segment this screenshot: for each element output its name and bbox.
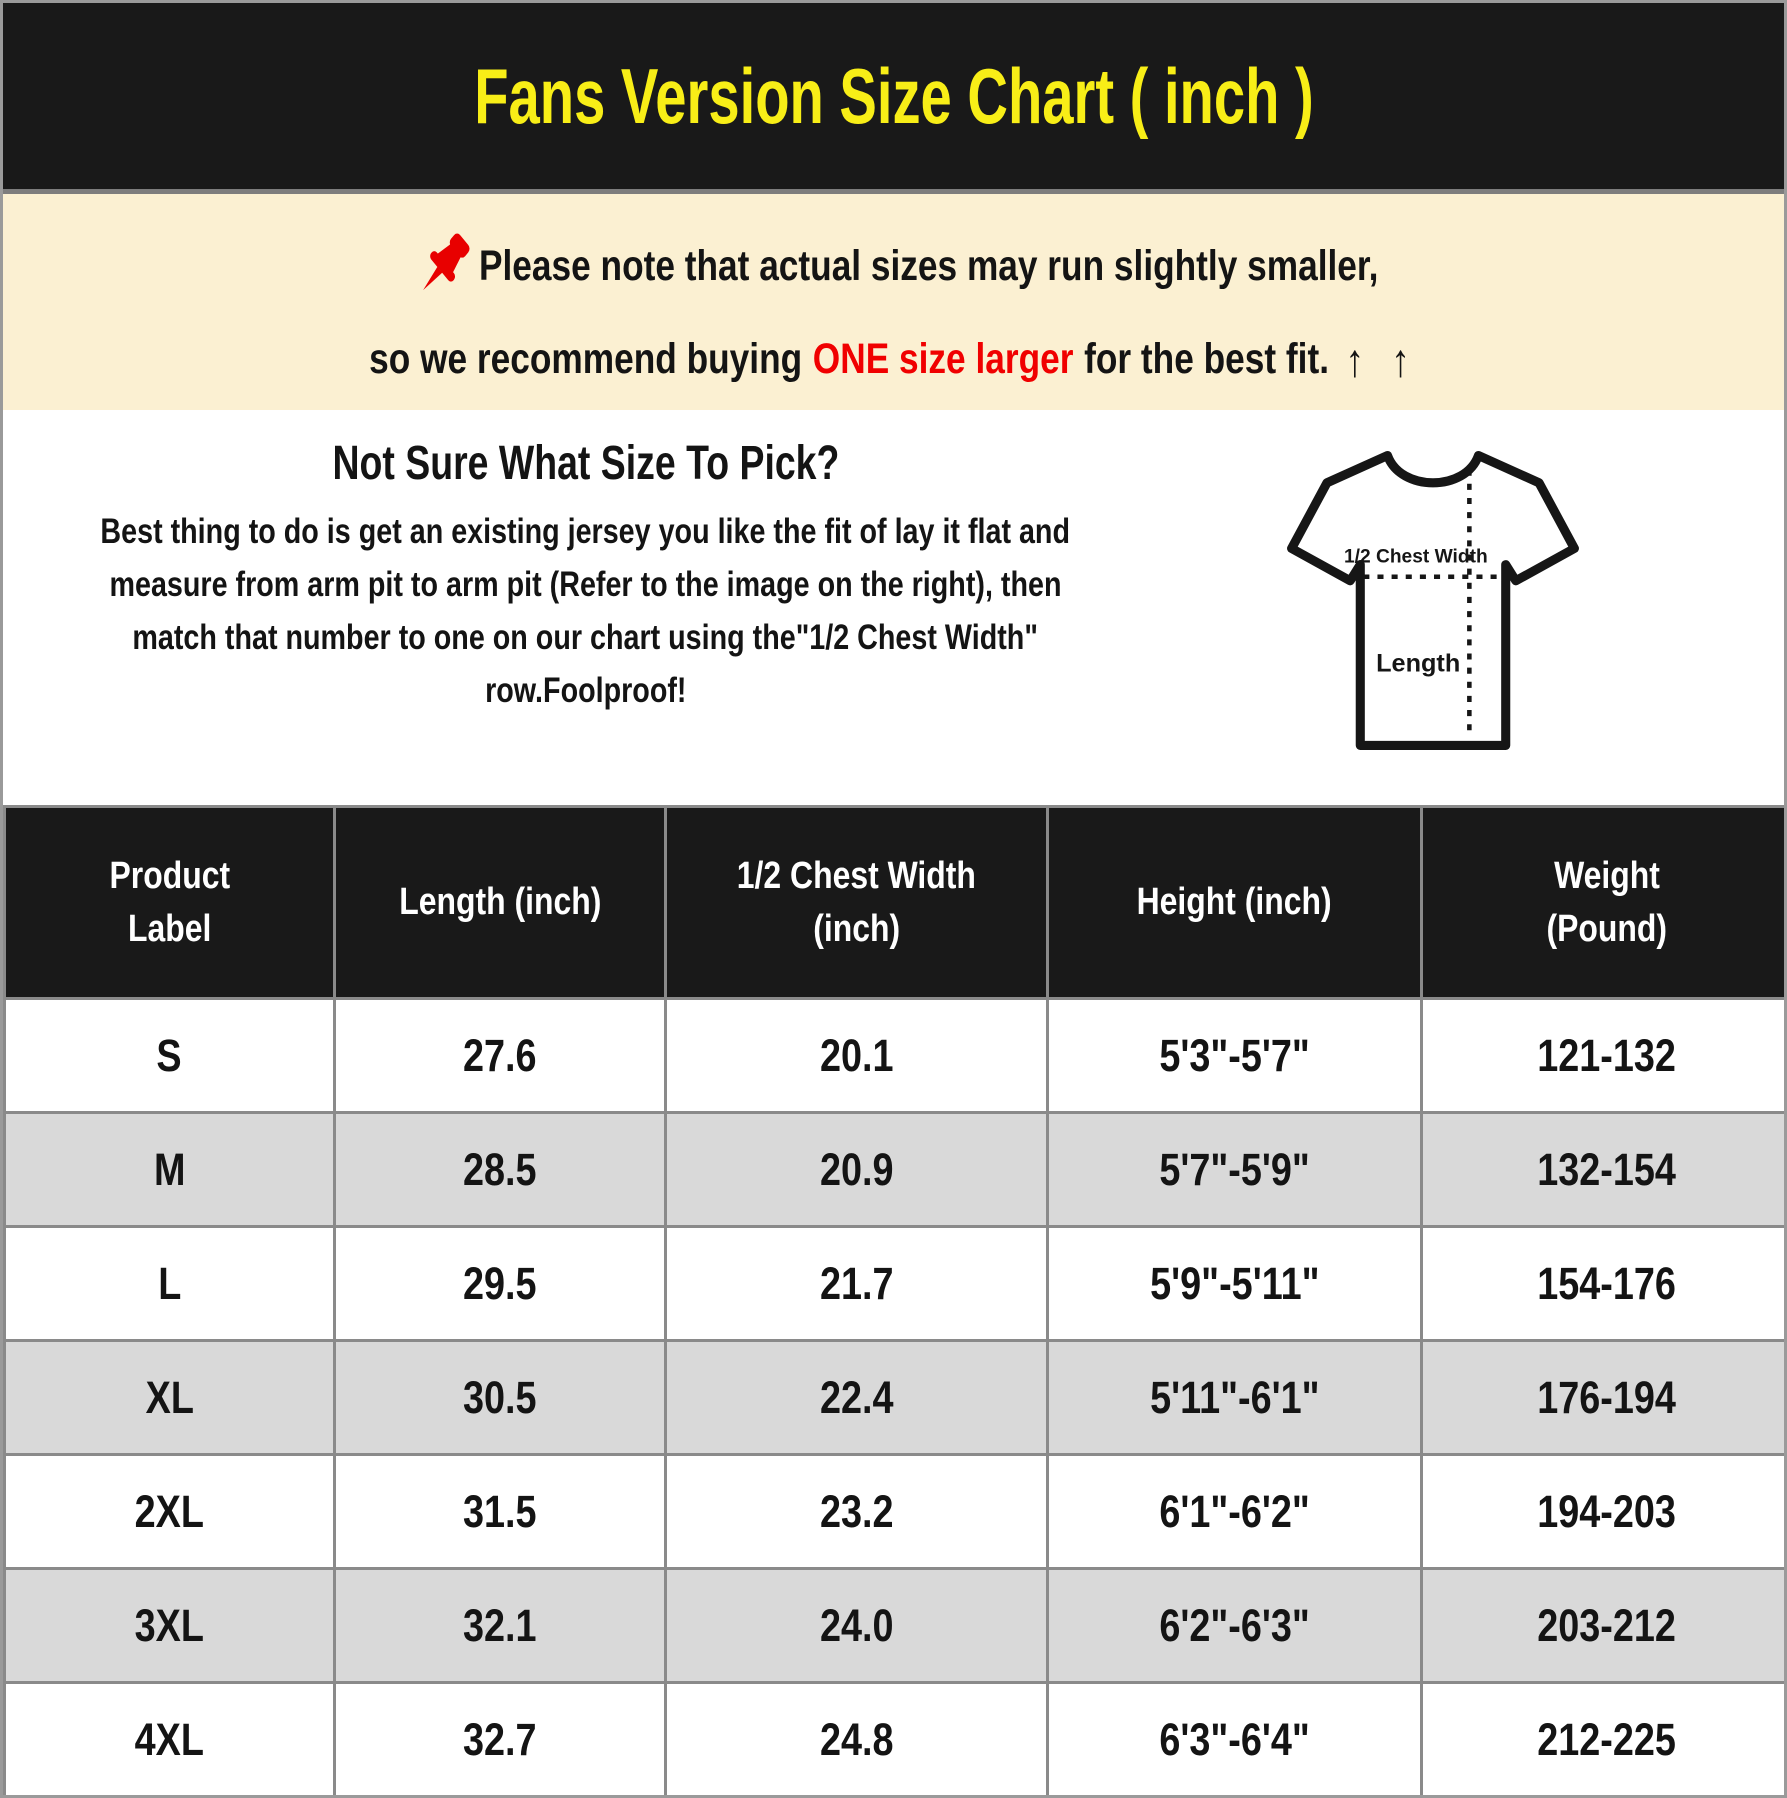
page-title: Fans Version Size Chart ( inch )	[473, 51, 1314, 140]
title-bar: Fans Version Size Chart ( inch )	[3, 3, 1784, 194]
table-row-l: L 29.5 21.7 5'9"-5'11" 154-176	[3, 1225, 1784, 1342]
cell-chest: 22.4	[664, 1339, 1049, 1456]
cell-height: 5'7"-5'9"	[1046, 1111, 1423, 1228]
cell-length: 32.7	[333, 1681, 667, 1795]
table-row-xl: XL 30.5 22.4 5'11"-6'1" 176-194	[3, 1339, 1784, 1456]
guide-line: Best thing to do is get an existing jers…	[100, 511, 1071, 551]
col-header-weight: Weight (Pound)	[1420, 805, 1784, 1000]
size-table: Product Label Length (inch) 1/2 Chest Wi…	[3, 805, 1784, 1795]
cell-chest: 24.8	[664, 1681, 1049, 1795]
notice-text-2-prefix: so we recommend buying	[368, 335, 802, 384]
guide-line: measure from arm pit to arm pit (Refer t…	[109, 564, 1062, 604]
notice-banner: Please note that actual sizes may run sl…	[3, 194, 1784, 422]
cell-weight: 176-194	[1420, 1339, 1784, 1456]
cell-length: 28.5	[333, 1111, 667, 1228]
cell-weight: 132-154	[1420, 1111, 1784, 1228]
sizing-guide-text: Not Sure What Size To Pick? Best thing t…	[3, 420, 1168, 717]
table-row-s: S 27.6 20.1 5'3"-5'7" 121-132	[3, 997, 1784, 1114]
notice-highlight: ONE size larger	[812, 335, 1074, 384]
cell-weight: 212-225	[1420, 1681, 1784, 1795]
guide-line: match that number to one on our chart us…	[132, 617, 1039, 657]
chest-width-label: 1/2 Chest Width	[1344, 547, 1488, 568]
cell-length: 30.5	[333, 1339, 667, 1456]
cell-size: 3XL	[3, 1567, 336, 1684]
table-row-4xl: 4XL 32.7 24.8 6'3"-6'4" 212-225	[3, 1681, 1784, 1795]
tshirt-measure-diagram: 1/2 Chest Width Length	[1231, 418, 1635, 790]
length-label: Length	[1376, 650, 1460, 678]
guide-heading: Not Sure What Size To Pick?	[332, 437, 839, 490]
cell-chest: 21.7	[664, 1225, 1049, 1342]
table-row-m: M 28.5 20.9 5'7"-5'9" 132-154	[3, 1111, 1784, 1228]
cell-size: S	[3, 997, 336, 1114]
cell-length: 29.5	[333, 1225, 667, 1342]
cell-length: 32.1	[333, 1567, 667, 1684]
col-header-height: Height (inch)	[1046, 805, 1423, 1000]
cell-size: 4XL	[3, 1681, 336, 1795]
table-header-row: Product Label Length (inch) 1/2 Chest Wi…	[3, 805, 1784, 1000]
table-row-3xl: 3XL 32.1 24.0 6'2"-6'3" 203-212	[3, 1567, 1784, 1684]
cell-height: 5'11"-6'1"	[1046, 1339, 1423, 1456]
pushpin-icon	[423, 233, 470, 291]
cell-weight: 194-203	[1420, 1453, 1784, 1570]
cell-height: 5'9"-5'11"	[1046, 1225, 1423, 1342]
sizing-guide-section: Not Sure What Size To Pick? Best thing t…	[3, 410, 1784, 805]
guide-line: row.Foolproof!	[484, 670, 687, 710]
notice-line-1: Please note that actual sizes may run sl…	[3, 224, 1784, 308]
cell-length: 31.5	[333, 1453, 667, 1570]
cell-size: M	[3, 1111, 336, 1228]
up-arrows-icon: ↑ ↑	[1345, 333, 1419, 386]
cell-chest: 24.0	[664, 1567, 1049, 1684]
cell-weight: 121-132	[1420, 997, 1784, 1114]
cell-height: 6'1"-6'2"	[1046, 1453, 1423, 1570]
cell-size: L	[3, 1225, 336, 1342]
cell-size: XL	[3, 1339, 336, 1456]
cell-weight: 203-212	[1420, 1567, 1784, 1684]
cell-length: 27.6	[333, 997, 667, 1114]
cell-chest: 20.1	[664, 997, 1049, 1114]
notice-text-1: Please note that actual sizes may run sl…	[479, 241, 1379, 290]
col-header-chest-width: 1/2 Chest Width (inch)	[664, 805, 1049, 1000]
cell-weight: 154-176	[1420, 1225, 1784, 1342]
tshirt-outline	[1287, 450, 1579, 750]
cell-chest: 23.2	[664, 1453, 1049, 1570]
notice-line-2: so we recommend buying ONE size larger f…	[3, 333, 1784, 387]
cell-height: 6'3"-6'4"	[1046, 1681, 1423, 1795]
cell-height: 5'3"-5'7"	[1046, 997, 1423, 1114]
cell-height: 6'2"-6'3"	[1046, 1567, 1423, 1684]
notice-text-2-suffix: for the best fit.	[1083, 335, 1329, 384]
col-header-length: Length (inch)	[333, 805, 667, 1000]
cell-chest: 20.9	[664, 1111, 1049, 1228]
table-row-2xl: 2XL 31.5 23.2 6'1"-6'2" 194-203	[3, 1453, 1784, 1570]
cell-size: 2XL	[3, 1453, 336, 1570]
col-header-product-label: Product Label	[3, 805, 336, 1000]
